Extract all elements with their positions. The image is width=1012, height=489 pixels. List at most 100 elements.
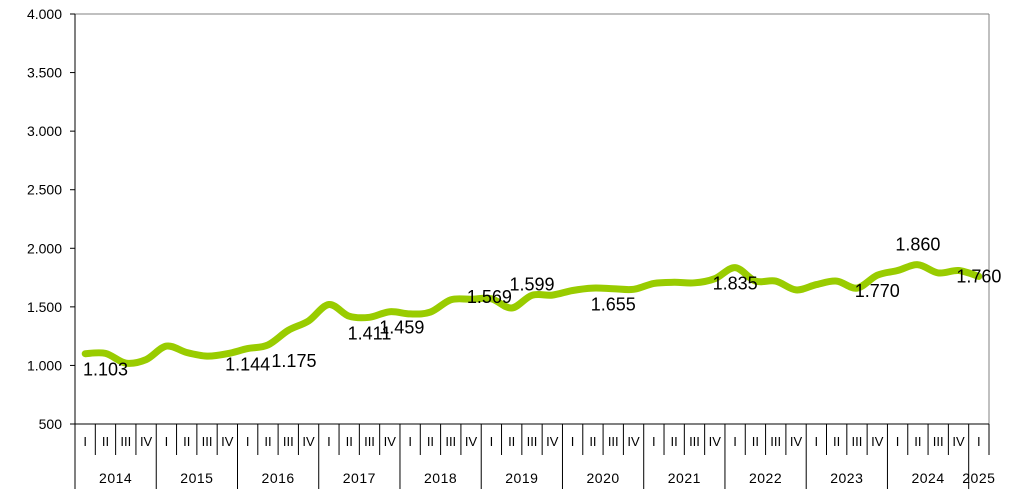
quarter-label: II bbox=[508, 434, 515, 449]
data-point bbox=[672, 280, 676, 284]
data-label: 1.655 bbox=[591, 295, 636, 315]
quarter-label: IV bbox=[627, 434, 640, 449]
quarter-label: III bbox=[120, 434, 131, 449]
data-point bbox=[388, 310, 392, 314]
quarter-label: I bbox=[733, 434, 737, 449]
year-label: 2024 bbox=[911, 470, 944, 486]
x-axis: I II III IV I II III IV I II III IV I II III IV I II III IV… bbox=[74, 423, 995, 489]
data-point bbox=[591, 286, 595, 290]
year-label: 2018 bbox=[424, 470, 457, 486]
quarter-label: IV bbox=[140, 434, 153, 449]
y-tick-label: 3.000 bbox=[27, 123, 62, 139]
quarter-label: II bbox=[183, 434, 190, 449]
data-point bbox=[936, 271, 940, 275]
data-point bbox=[916, 263, 920, 267]
data-point bbox=[246, 347, 250, 351]
quarter-label: I bbox=[83, 434, 87, 449]
year-label: 2020 bbox=[587, 470, 620, 486]
data-point bbox=[794, 288, 798, 292]
quarter-label: IV bbox=[465, 434, 478, 449]
quarter-label: III bbox=[608, 434, 619, 449]
y-tick-label: 500 bbox=[39, 416, 63, 432]
data-point bbox=[327, 303, 331, 307]
data-point bbox=[286, 328, 290, 332]
data-label: 1.103 bbox=[83, 359, 128, 379]
data-point bbox=[774, 279, 778, 283]
y-tick-label: 1.500 bbox=[27, 299, 62, 315]
y-axis: 500 1.000 1.500 2.000 2.500 3.000 3.500 4.000 bbox=[27, 6, 990, 432]
year-label: 2023 bbox=[830, 470, 863, 486]
quarter-label: II bbox=[589, 434, 596, 449]
data-point bbox=[164, 344, 168, 348]
quarter-label: III bbox=[364, 434, 375, 449]
data-point bbox=[611, 287, 615, 291]
data-label: 1.770 bbox=[855, 281, 900, 301]
quarter-label: IV bbox=[546, 434, 559, 449]
quarter-label: II bbox=[671, 434, 678, 449]
data-point bbox=[103, 351, 107, 355]
quarter-label: IV bbox=[302, 434, 315, 449]
data-point bbox=[835, 279, 839, 283]
quarter-label: III bbox=[852, 434, 863, 449]
quarter-label: II bbox=[752, 434, 759, 449]
data-point bbox=[571, 288, 575, 292]
year-label: 2021 bbox=[668, 470, 701, 486]
data-label: 1.569 bbox=[467, 287, 512, 307]
data-point bbox=[205, 354, 209, 358]
data-point bbox=[307, 319, 311, 323]
data-point bbox=[347, 314, 351, 318]
quarter-label: II bbox=[833, 434, 840, 449]
year-label: 2022 bbox=[749, 470, 782, 486]
quarter-label: II bbox=[427, 434, 434, 449]
year-label: 2019 bbox=[505, 470, 538, 486]
data-point bbox=[896, 269, 900, 273]
year-label: 2017 bbox=[343, 470, 376, 486]
data-point bbox=[266, 343, 270, 347]
data-label: 1.459 bbox=[379, 318, 424, 338]
quarter-label: III bbox=[202, 434, 213, 449]
y-tick-label: 2.500 bbox=[27, 182, 62, 198]
year-label: 2025 bbox=[962, 470, 995, 486]
quarter-label: IV bbox=[709, 434, 722, 449]
data-label: 1.760 bbox=[956, 266, 1001, 286]
quarter-label: IV bbox=[952, 434, 965, 449]
data-label: 1.175 bbox=[271, 351, 316, 371]
quarter-label: I bbox=[408, 434, 412, 449]
quarter-label: I bbox=[896, 434, 900, 449]
series-area bbox=[81, 261, 983, 367]
data-point bbox=[83, 352, 87, 356]
quarter-label: IV bbox=[871, 434, 884, 449]
quarter-label: III bbox=[770, 434, 781, 449]
quarter-label: I bbox=[571, 434, 575, 449]
data-point bbox=[814, 283, 818, 287]
quarter-label: I bbox=[977, 434, 981, 449]
quarter-label: I bbox=[652, 434, 656, 449]
data-label: 1.860 bbox=[895, 235, 940, 255]
data-point bbox=[144, 358, 148, 362]
y-tick-label: 1.000 bbox=[27, 357, 62, 373]
y-tick-label: 4.000 bbox=[27, 6, 62, 22]
data-point bbox=[408, 312, 412, 316]
data-point bbox=[632, 287, 636, 291]
quarter-label: II bbox=[264, 434, 271, 449]
quarter-label: III bbox=[283, 434, 294, 449]
data-label: 1.599 bbox=[509, 274, 554, 294]
data-point bbox=[652, 281, 656, 285]
quarter-label: III bbox=[933, 434, 944, 449]
data-point bbox=[733, 266, 737, 270]
quarter-label: I bbox=[490, 434, 494, 449]
data-point bbox=[875, 273, 879, 277]
data-point bbox=[692, 281, 696, 285]
quarter-label: II bbox=[346, 434, 353, 449]
data-label: 1.411 bbox=[348, 323, 392, 343]
y-tick-label: 2.000 bbox=[27, 240, 62, 256]
series-line bbox=[81, 261, 983, 367]
data-label: 1.835 bbox=[713, 274, 758, 294]
quarter-label: I bbox=[165, 434, 169, 449]
quarter-label: IV bbox=[221, 434, 234, 449]
year-label: 2015 bbox=[180, 470, 213, 486]
quarter-label: II bbox=[914, 434, 921, 449]
quarter-label: I bbox=[815, 434, 819, 449]
quarter-label: III bbox=[527, 434, 538, 449]
quarter-label: IV bbox=[384, 434, 397, 449]
